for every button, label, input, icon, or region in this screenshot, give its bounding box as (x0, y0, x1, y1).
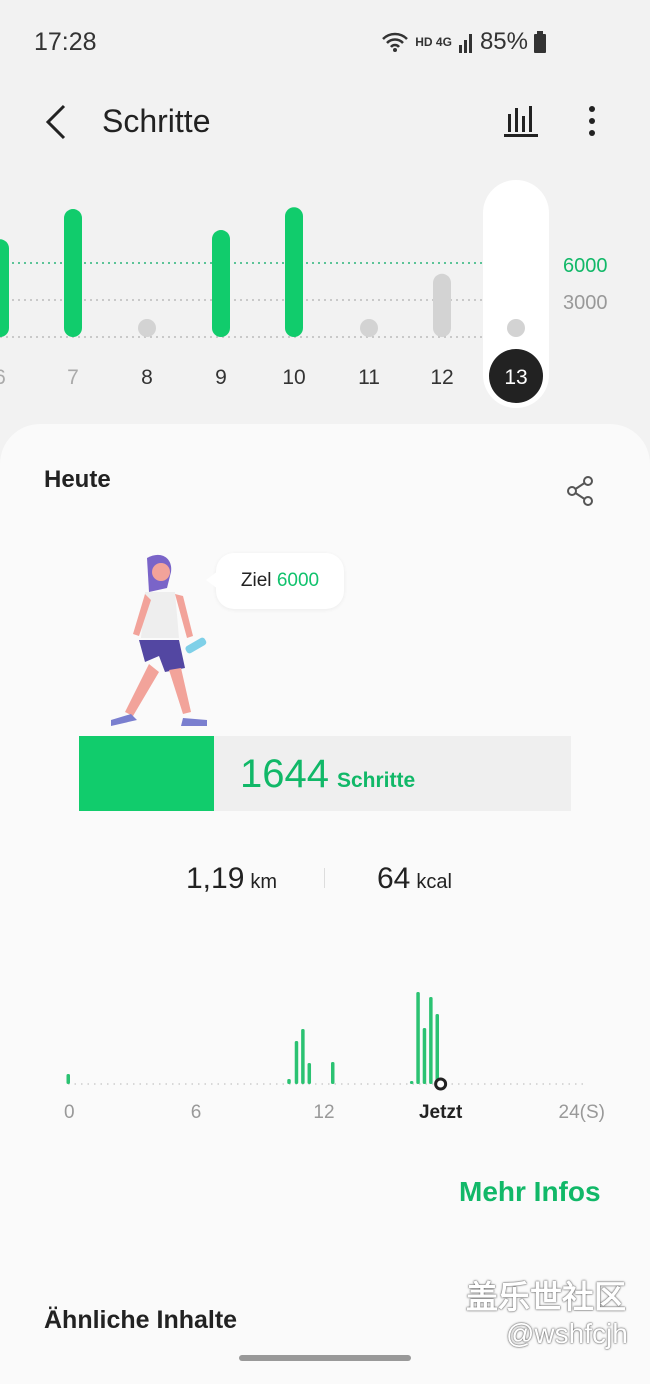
day-label: 13 (504, 366, 527, 389)
more-options-icon[interactable] (580, 104, 604, 138)
home-indicator[interactable] (239, 1355, 411, 1361)
hour-bar (416, 992, 420, 1084)
mid-line-label: 3000 (563, 292, 608, 314)
day-bar (138, 319, 156, 337)
page-title: Schritte (102, 103, 211, 139)
day-bar (64, 209, 82, 337)
divider (324, 868, 325, 888)
steps-progress-bar (79, 736, 571, 811)
day-label: 8 (141, 366, 153, 389)
day-bar (507, 319, 525, 337)
hour-bar (294, 1041, 299, 1084)
x-tick-label: 6 (191, 1102, 202, 1123)
now-marker (434, 1077, 448, 1091)
day-bar (212, 230, 230, 337)
x-tick-label: Jetzt (419, 1102, 463, 1123)
distance: 1,19 km (186, 862, 278, 895)
back-icon[interactable] (44, 104, 74, 140)
hour-bar (409, 1081, 414, 1084)
goal-value: 6000 (276, 570, 320, 591)
status-bar: 17:28 HD 4G 85% (0, 0, 650, 80)
watermark-line1: 盖乐世社区 (466, 1279, 627, 1315)
day-label: 10 (282, 366, 305, 389)
walking-person-illustration (111, 554, 207, 726)
steps-count: 1644 Schritte (240, 752, 416, 796)
x-tick-label: 24(S) (559, 1102, 605, 1123)
x-tick-label: 0 (64, 1102, 75, 1123)
today-heading: Heute (44, 466, 111, 493)
selected-day-highlight (483, 180, 549, 408)
bar-chart-icon[interactable] (504, 104, 540, 138)
progress-fill (79, 736, 214, 811)
day-label: 9 (215, 366, 227, 389)
x-tick-label: 12 (313, 1102, 334, 1123)
hour-bar (301, 1029, 305, 1084)
network-label: HD 4G (415, 35, 452, 49)
day-bar (285, 207, 303, 337)
day-label: 7 (67, 366, 79, 389)
daily-steps-chart[interactable]: 6000 3000 6 7 8 9 10 11 12 13 (0, 170, 650, 430)
hour-bar (287, 1079, 291, 1084)
hour-bar (435, 1014, 440, 1084)
calories: 64 kcal (377, 862, 452, 895)
day-bar (433, 273, 451, 337)
hour-bar (429, 997, 433, 1084)
watermark-line2: @wshfcjh (506, 1318, 628, 1349)
day-label: 6 (0, 366, 6, 389)
selected-day-marker (489, 349, 543, 403)
signal-icon (458, 34, 472, 53)
more-info-link[interactable]: Mehr Infos (459, 1176, 601, 1207)
related-heading: Ähnliche Inhalte (44, 1306, 238, 1334)
hour-bar (422, 1028, 427, 1084)
day-bar (360, 319, 378, 337)
hourly-steps-chart: 0 6 12 Jetzt 24(S) (64, 992, 605, 1123)
day-label: 12 (430, 366, 453, 389)
hour-bar (330, 1062, 335, 1084)
day-label: 11 (358, 366, 380, 389)
goal-line-label: 6000 (563, 255, 608, 277)
battery-percent: 85% (479, 28, 528, 55)
battery-icon (534, 31, 546, 53)
goal-bubble: Ziel 6000 (206, 553, 344, 609)
share-icon[interactable] (566, 476, 596, 506)
day-bar (0, 239, 9, 337)
status-time: 17:28 (34, 28, 97, 56)
hour-bar (307, 1063, 312, 1084)
hour-bar (66, 1074, 70, 1084)
wifi-icon (382, 32, 409, 52)
